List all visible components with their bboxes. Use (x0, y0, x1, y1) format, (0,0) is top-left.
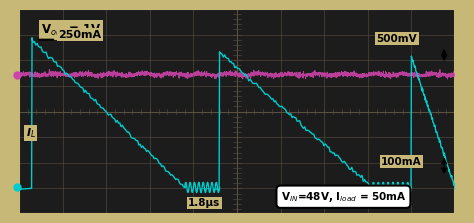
Text: 500mV: 500mV (376, 34, 417, 44)
Text: V$_{IN}$=48V, I$_{load}$ = 50mA: V$_{IN}$=48V, I$_{load}$ = 50mA (281, 190, 406, 204)
Text: 250mA: 250mA (58, 30, 101, 40)
Text: 1.8μs: 1.8μs (188, 198, 220, 208)
Text: V$_{out}$ = 1V: V$_{out}$ = 1V (41, 23, 101, 38)
Text: 100mA: 100mA (381, 157, 421, 167)
Text: I$_L$: I$_L$ (26, 126, 36, 140)
